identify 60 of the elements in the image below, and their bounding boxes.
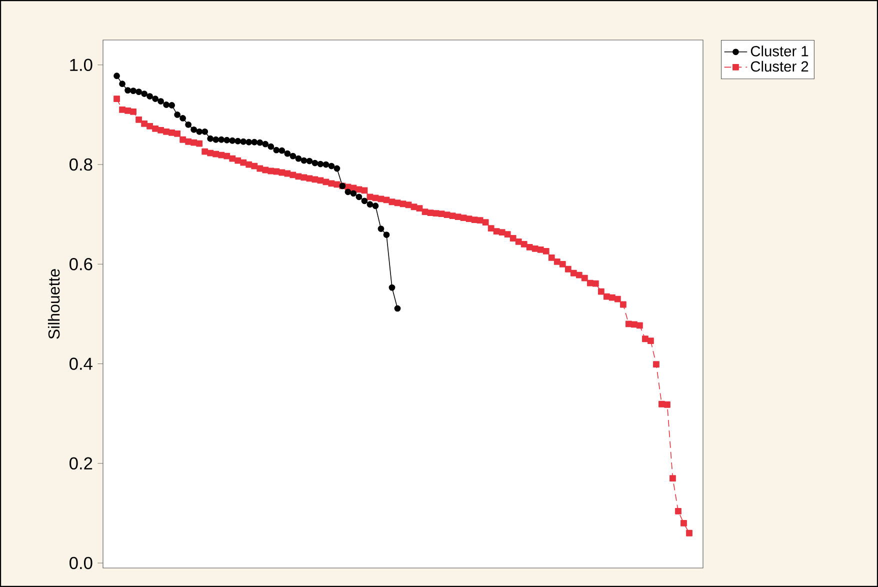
point bbox=[218, 136, 225, 143]
point bbox=[224, 136, 230, 144]
point bbox=[278, 147, 286, 154]
point bbox=[163, 102, 170, 108]
point bbox=[229, 137, 236, 144]
point bbox=[361, 198, 368, 204]
point bbox=[356, 194, 362, 200]
point bbox=[124, 87, 131, 94]
point bbox=[234, 138, 242, 144]
point bbox=[317, 160, 324, 168]
y-tick-label: 1.0 bbox=[70, 58, 92, 72]
point bbox=[246, 138, 252, 146]
point bbox=[322, 161, 330, 168]
point bbox=[202, 128, 208, 135]
point bbox=[141, 90, 148, 97]
point bbox=[344, 188, 352, 196]
legend-label: Cluster 2 bbox=[750, 60, 808, 72]
point bbox=[300, 157, 308, 164]
point bbox=[334, 165, 340, 172]
point bbox=[290, 152, 296, 160]
point bbox=[240, 138, 247, 145]
point bbox=[152, 96, 158, 102]
point bbox=[273, 146, 280, 154]
y-tick-label: 0.4 bbox=[70, 358, 92, 370]
point bbox=[372, 202, 379, 210]
point bbox=[268, 143, 274, 150]
point bbox=[212, 136, 220, 143]
y-tick-label: 0.6 bbox=[70, 258, 92, 270]
point bbox=[251, 138, 258, 146]
point bbox=[350, 190, 357, 197]
point bbox=[383, 232, 390, 238]
y-tick-label: 0.8 bbox=[70, 158, 92, 171]
point bbox=[366, 201, 374, 208]
point bbox=[284, 150, 291, 157]
point bbox=[185, 121, 192, 128]
point bbox=[190, 126, 198, 133]
point bbox=[130, 88, 136, 94]
point bbox=[174, 112, 181, 118]
point bbox=[168, 102, 176, 108]
point bbox=[312, 160, 318, 166]
point bbox=[328, 162, 335, 170]
point bbox=[114, 72, 120, 80]
point bbox=[119, 80, 126, 88]
point bbox=[262, 140, 269, 148]
point bbox=[256, 139, 264, 146]
point bbox=[196, 128, 203, 135]
point bbox=[180, 115, 186, 122]
y-tick-label: 0.2 bbox=[70, 457, 92, 470]
point bbox=[295, 155, 302, 162]
point bbox=[388, 284, 396, 291]
legend-label: Cluster 1 bbox=[750, 46, 808, 56]
point bbox=[378, 226, 384, 232]
y-axis-title: Silhouette bbox=[48, 269, 60, 339]
point bbox=[136, 88, 142, 95]
point bbox=[207, 135, 214, 142]
point bbox=[394, 305, 401, 312]
point bbox=[158, 98, 164, 104]
point bbox=[146, 93, 153, 100]
point bbox=[306, 158, 313, 164]
y-tick-label: 0.0 bbox=[70, 556, 92, 570]
